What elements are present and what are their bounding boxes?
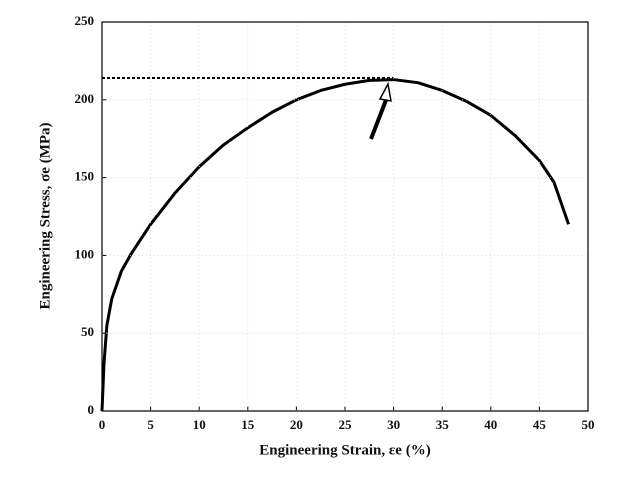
x-tick-label: 50 [582, 417, 595, 432]
x-tick-label: 45 [533, 417, 547, 432]
arrow-shaft [369, 99, 388, 140]
y-axis-title: Engineering Stress, σe (MPa) [37, 122, 53, 309]
x-tick-label: 20 [290, 417, 303, 432]
y-tick-label: 250 [75, 13, 95, 28]
x-tick-label: 35 [436, 417, 450, 432]
x-tick-label: 15 [241, 417, 255, 432]
x-tick-label: 0 [99, 417, 106, 432]
plot-frame [101, 21, 589, 412]
x-tick-label: 30 [387, 417, 400, 432]
y-tick-label: 100 [75, 246, 95, 261]
x-tick-label: 40 [484, 417, 497, 432]
annotation-arrow [369, 81, 392, 140]
y-tick-label: 200 [75, 91, 95, 106]
arrow-head [378, 81, 392, 102]
x-tick-label: 25 [339, 417, 353, 432]
x-axis-title: Engineering Strain, εe (%) [259, 442, 430, 458]
y-tick-label: 0 [88, 402, 95, 417]
y-tick-label: 150 [75, 169, 95, 184]
x-tick-label: 10 [193, 417, 206, 432]
data-line [100, 78, 570, 412]
y-tick-label: 50 [81, 324, 94, 339]
x-tick-label: 5 [147, 417, 154, 432]
